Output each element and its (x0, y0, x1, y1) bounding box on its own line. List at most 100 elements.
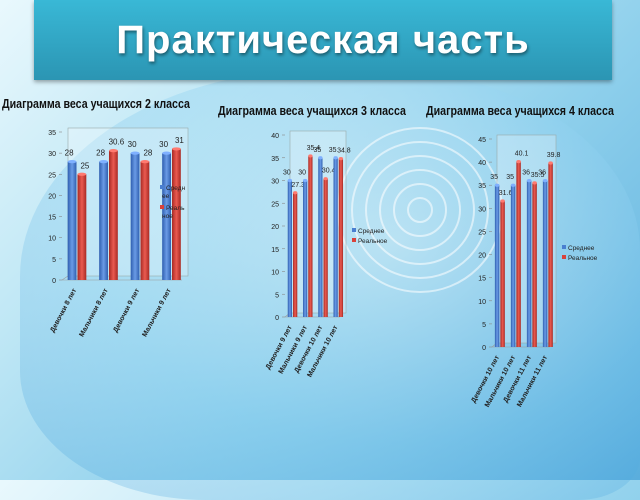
y-tick-label: 40 (478, 160, 486, 167)
bar-top-cap (171, 147, 181, 151)
data-label: 30.4 (322, 168, 336, 175)
bar-top-cap (140, 160, 150, 164)
data-label: 25 (80, 161, 89, 170)
y-tick-label: 0 (275, 315, 279, 322)
data-label: 31 (175, 136, 184, 145)
y-tick-label: 20 (478, 253, 486, 260)
bar-top-cap (130, 151, 140, 155)
bar-top-cap (287, 178, 293, 183)
bar-actual (108, 150, 118, 280)
title-banner: Практическая часть (34, 0, 612, 80)
bar-average (510, 185, 516, 347)
y-tick-label: 10 (48, 236, 56, 243)
y-tick-label: 5 (275, 292, 279, 299)
bar-average (302, 180, 308, 317)
bar-top-cap (333, 156, 338, 160)
data-label: 30.6 (109, 138, 125, 147)
legend-label: Среднее (568, 245, 595, 252)
bar-average (542, 180, 548, 347)
bar-actual (548, 163, 553, 347)
floor-edge (61, 275, 69, 281)
bar-average (318, 157, 323, 317)
y-tick-label: 35 (478, 183, 486, 190)
bar-actual (323, 178, 328, 317)
bar-top-cap (500, 199, 505, 203)
data-label: 31.6 (499, 190, 513, 197)
data-label: 35 (506, 174, 514, 181)
legend-swatch (352, 228, 356, 232)
y-tick-label: 15 (478, 276, 486, 283)
bar-top-cap (548, 161, 553, 165)
bar-average (162, 153, 171, 280)
legend-swatch (562, 245, 566, 249)
bar-top-cap (532, 181, 537, 185)
y-tick-label: 35 (48, 130, 56, 137)
data-label: 35 (490, 174, 498, 181)
y-tick-label: 25 (48, 172, 56, 179)
y-tick-label: 30 (478, 206, 486, 213)
bar-top-cap (77, 172, 87, 176)
y-tick-label: 25 (271, 201, 279, 208)
data-label: 35.5 (531, 172, 545, 179)
bar-actual (293, 192, 298, 317)
category-label: Девочки 8 лет (49, 287, 78, 334)
category-label: Мальчики 9 лет (141, 287, 173, 338)
legend-label: Реальное (568, 255, 598, 262)
chart-title-grade-4: Диаграмма веса учащихся 4 класса (426, 103, 614, 118)
legend-swatch (562, 255, 566, 259)
data-label: 36 (538, 170, 546, 177)
bar-top-cap (510, 183, 516, 187)
data-label: 39.8 (547, 152, 561, 159)
bar-actual (338, 158, 344, 317)
bar-top-cap (308, 154, 313, 158)
bar-top-cap (494, 183, 500, 187)
y-tick-label: 15 (271, 247, 279, 254)
legend-swatch (160, 205, 164, 209)
y-tick-label: 45 (478, 137, 486, 144)
y-tick-label: 0 (482, 345, 486, 352)
bar-top-cap (67, 160, 77, 164)
bar-top-cap (542, 179, 548, 183)
bar-actual (140, 161, 150, 280)
bar-top-cap (99, 160, 108, 164)
bar-top-cap (323, 177, 328, 181)
legend-label-continued: ее (162, 193, 170, 200)
legend-label: Средн (166, 185, 186, 192)
y-tick-label: 30 (48, 151, 56, 158)
bar-average (333, 157, 338, 317)
data-label: 34.8 (337, 148, 351, 155)
y-tick-label: 30 (271, 179, 279, 186)
y-tick-label: 20 (271, 224, 279, 231)
legend-swatch (160, 185, 164, 189)
legend-swatch (352, 238, 356, 242)
data-label: 28 (65, 149, 74, 158)
category-label: Девочки 10 лет (470, 354, 501, 404)
bar-average (99, 161, 108, 280)
y-tick-label: 5 (52, 257, 56, 264)
legend-label: Реаль (166, 205, 185, 212)
y-tick-label: 25 (478, 229, 486, 236)
data-label: 28 (143, 149, 152, 158)
data-label: 35.4 (307, 145, 321, 152)
bar-top-cap (526, 179, 532, 183)
data-label: 35 (329, 147, 337, 154)
bar-average (67, 161, 77, 280)
data-label: 30 (298, 170, 306, 177)
y-tick-label: 35 (271, 156, 279, 163)
bar-average (526, 180, 532, 347)
category-label: Девочки 9 лет (112, 287, 141, 334)
bar-chart-grade-2: 0 5 10 15 20 25 30 35 28 25 Девочки 8 лет 28 30.6 Мал… (48, 127, 598, 409)
category-label: Мальчики 8 лет (78, 287, 110, 338)
data-label: 30 (128, 140, 137, 149)
bar-actual (516, 161, 521, 347)
y-tick-label: 15 (48, 215, 56, 222)
bar-top-cap (293, 191, 298, 195)
bar-top-cap (302, 178, 308, 183)
bar-actual (532, 182, 537, 347)
data-label: 35 (313, 147, 321, 154)
data-label: 36 (522, 170, 530, 177)
y-tick-label: 0 (52, 278, 56, 285)
legend-label: Реальное (358, 238, 388, 245)
category-label: Мальчики 11 лет (516, 354, 549, 408)
y-tick-label: 20 (48, 193, 56, 200)
